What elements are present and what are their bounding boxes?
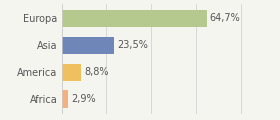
Text: 2,9%: 2,9% [71,94,95,104]
Bar [62,10,207,27]
Text: 23,5%: 23,5% [117,40,148,50]
Bar [62,37,114,54]
Bar [62,63,81,81]
Text: 64,7%: 64,7% [209,13,240,23]
Text: 8,8%: 8,8% [84,67,109,77]
Bar [62,90,68,108]
